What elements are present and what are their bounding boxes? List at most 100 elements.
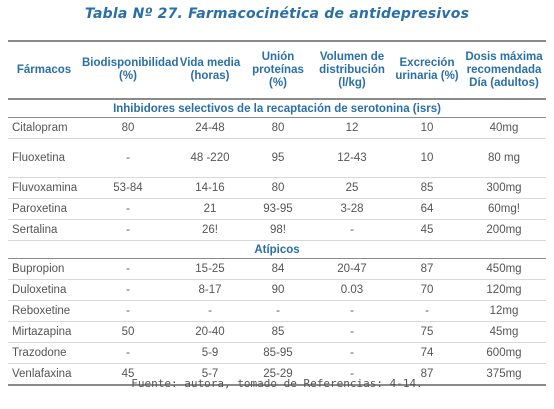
bioavailability-cell: 50: [80, 321, 176, 343]
bioavailability-cell: -: [80, 138, 176, 178]
max-dose-cell: 450mg: [462, 258, 546, 280]
bioavailability-cell: -: [80, 258, 176, 280]
table-row: Fluvoxamina 53-84 14-16 80 25 85 300mg: [8, 177, 546, 199]
max-dose-cell: 12mg: [462, 300, 546, 322]
distribution-volume-cell: -: [312, 321, 392, 343]
max-dose-cell: 120mg: [462, 279, 546, 301]
half-life-cell: 14-16: [176, 177, 244, 199]
bioavailability-cell: -: [80, 219, 176, 241]
protein-binding-cell: 80: [244, 177, 312, 199]
max-dose-cell: 200mg: [462, 219, 546, 241]
max-dose-cell: 45mg: [462, 321, 546, 343]
urinary-excretion-cell: 87: [392, 258, 462, 280]
urinary-excretion-cell: 75: [392, 321, 462, 343]
protein-binding-cell: 85: [244, 321, 312, 343]
drug-name: Fluvoxamina: [8, 177, 80, 199]
distribution-volume-cell: 0.03: [312, 279, 392, 301]
max-dose-cell: 600mg: [462, 342, 546, 364]
bioavailability-cell: 80: [80, 117, 176, 139]
drug-name: Paroxetina: [8, 198, 80, 220]
half-life-cell: 15-25: [176, 258, 244, 280]
bioavailability-cell: 45: [80, 363, 176, 386]
column-header: Volumen de distribución (l/kg): [312, 40, 392, 100]
bioavailability-cell: -: [80, 279, 176, 301]
column-header: Biodisponibilidad (%): [80, 40, 178, 100]
protein-binding-cell: 85-95: [244, 342, 312, 364]
section-label: Inhibidores selectivos de la recaptación…: [8, 99, 546, 118]
column-header: Unión proteínas (%): [244, 40, 312, 100]
urinary-excretion-cell: 87: [392, 363, 462, 386]
half-life-cell: 20-40: [176, 321, 244, 343]
distribution-volume-cell: -: [312, 342, 392, 364]
protein-binding-cell: -: [244, 300, 312, 322]
table-row: Mirtazapina 50 20-40 85 - 75 45mg: [8, 321, 546, 343]
header-row: Fármacos Biodisponibilidad (%) Vida medi…: [8, 40, 546, 100]
distribution-volume-cell: 12: [312, 117, 392, 139]
drug-name: Fluoxetina: [8, 138, 80, 178]
drug-name: Venlafaxina: [8, 363, 80, 386]
drug-name: Citalopram: [8, 117, 80, 139]
table-row: Trazodone - 5-9 85-95 - 74 600mg: [8, 342, 546, 364]
urinary-excretion-cell: 10: [392, 138, 462, 178]
bioavailability-cell: -: [80, 198, 176, 220]
protein-binding-cell: 80: [244, 117, 312, 139]
drug-name: Bupropion: [8, 258, 80, 280]
half-life-cell: 26!: [176, 219, 244, 241]
bioavailability-cell: 53-84: [80, 177, 176, 199]
protein-binding-cell: 95: [244, 138, 312, 178]
half-life-cell: 8-17: [176, 279, 244, 301]
half-life-cell: 21: [176, 198, 244, 220]
drug-name: Sertalina: [8, 219, 80, 241]
max-dose-cell: 375mg: [462, 363, 546, 386]
table-row: Citalopram 80 24-48 80 12 10 40mg: [8, 117, 546, 139]
distribution-volume-cell: -: [312, 300, 392, 322]
column-header: Dosis máxima recomendada Día (adultos): [462, 40, 546, 100]
column-header: Vida media (horas): [176, 40, 244, 100]
table-row: Bupropion - 15-25 84 20-47 87 450mg: [8, 258, 546, 280]
half-life-cell: 24-48: [176, 117, 244, 139]
pharmacokinetics-table: Fármacos Biodisponibilidad (%) Vida medi…: [8, 40, 546, 386]
distribution-volume-cell: -: [312, 363, 392, 386]
protein-binding-cell: 25-29: [244, 363, 312, 386]
max-dose-cell: 300mg: [462, 177, 546, 199]
bioavailability-cell: -: [80, 300, 176, 322]
urinary-excretion-cell: 64: [392, 198, 462, 220]
section-label: Atípicos: [8, 240, 546, 259]
distribution-volume-cell: 20-47: [312, 258, 392, 280]
protein-binding-cell: 84: [244, 258, 312, 280]
protein-binding-cell: 93-95: [244, 198, 312, 220]
drug-name: Reboxetine: [8, 300, 80, 322]
table-row: Duloxetina - 8-17 90 0.03 70 120mg: [8, 279, 546, 301]
urinary-excretion-cell: 85: [392, 177, 462, 199]
half-life-cell: 5-9: [176, 342, 244, 364]
protein-binding-cell: 90: [244, 279, 312, 301]
section-header-row: Inhibidores selectivos de la recaptación…: [8, 99, 546, 118]
max-dose-cell: 40mg: [462, 117, 546, 139]
distribution-volume-cell: -: [312, 219, 392, 241]
urinary-excretion-cell: 45: [392, 219, 462, 241]
protein-binding-cell: 98!: [244, 219, 312, 241]
urinary-excretion-cell: 10: [392, 117, 462, 139]
bioavailability-cell: -: [80, 342, 176, 364]
table-row: Fluoxetina - 48 -220 95 12-43 10 80 mg: [8, 138, 546, 178]
column-header: Fármacos: [8, 40, 80, 100]
half-life-cell: 48 -220: [176, 138, 244, 178]
drug-name: Mirtazapina: [8, 321, 80, 343]
table-row: Paroxetina - 21 93-95 3-28 64 60mg!: [8, 198, 546, 220]
urinary-excretion-cell: -: [392, 300, 462, 322]
drug-name: Trazodone: [8, 342, 80, 364]
table-row: Reboxetine - - - - - 12mg: [8, 300, 546, 322]
urinary-excretion-cell: 74: [392, 342, 462, 364]
source-caption: Fuente: autora, tomado de Referencias: 4…: [131, 377, 423, 390]
urinary-excretion-cell: 70: [392, 279, 462, 301]
section-header-row: Atípicos: [8, 240, 546, 259]
drug-name: Duloxetina: [8, 279, 80, 301]
table-title: Tabla Nº 27. Farmacocinética de antidepr…: [84, 6, 470, 22]
half-life-cell: 5-7: [176, 363, 244, 386]
table-row: Sertalina - 26! 98! - 45 200mg: [8, 219, 546, 241]
distribution-volume-cell: 12-43: [312, 138, 392, 178]
distribution-volume-cell: 25: [312, 177, 392, 199]
distribution-volume-cell: 3-28: [312, 198, 392, 220]
max-dose-cell: 60mg!: [462, 198, 546, 220]
column-header: Excreción urinaria (%): [392, 40, 462, 100]
